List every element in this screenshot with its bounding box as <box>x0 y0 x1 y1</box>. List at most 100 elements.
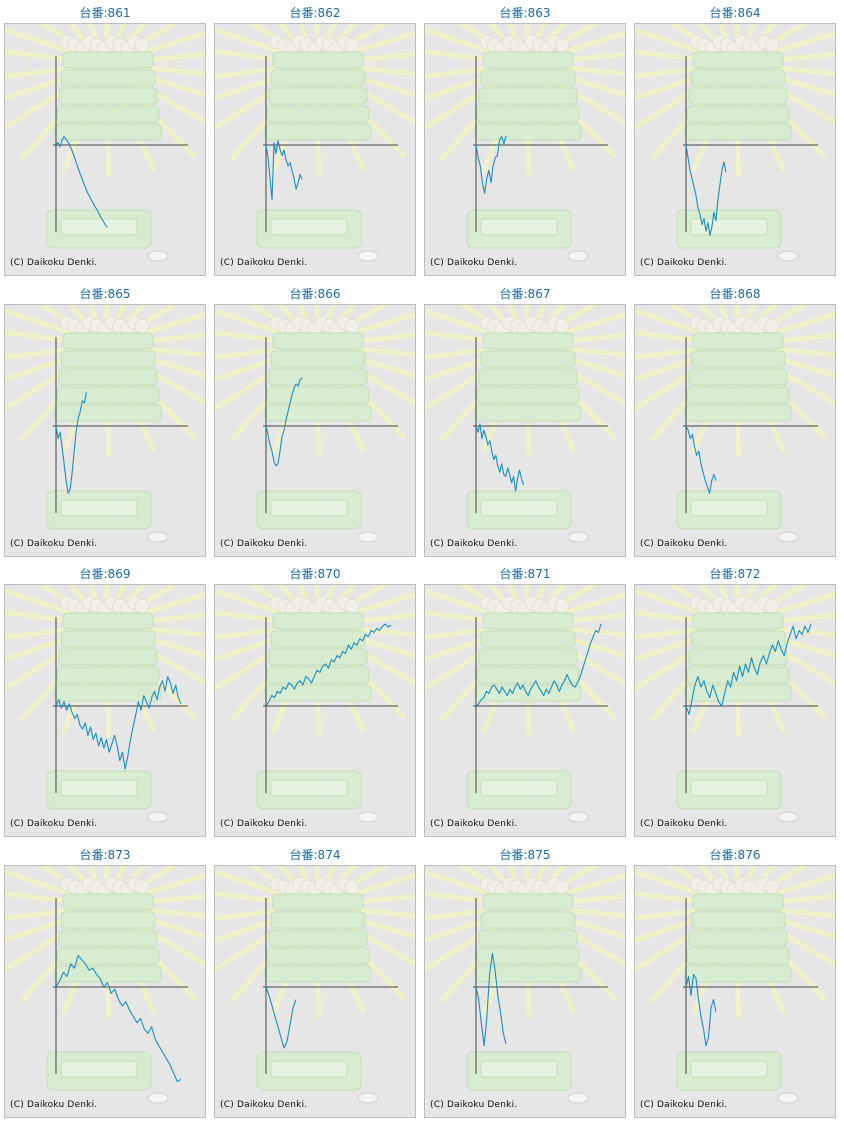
graph-panel: (C) Daikoku Denki. <box>634 304 836 557</box>
background-art <box>635 585 835 823</box>
machine-graph-8: 台番:868 (C) Daikoku Denki. <box>630 281 840 562</box>
graph-panel: (C) Daikoku Denki. <box>424 23 626 276</box>
machine-number-title[interactable]: 台番:869 <box>79 567 131 581</box>
difference-line <box>475 423 525 492</box>
graph-panel: (C) Daikoku Denki. <box>214 304 416 557</box>
difference-line <box>55 954 182 1083</box>
graph-svg <box>5 305 205 543</box>
graph-svg <box>635 24 835 262</box>
graph-panel: (C) Daikoku Denki. <box>424 584 626 837</box>
background-art <box>425 585 625 823</box>
background-art <box>635 24 835 262</box>
graph-panel: (C) Daikoku Denki. <box>634 23 836 276</box>
difference-line <box>265 623 392 707</box>
difference-line <box>685 425 717 494</box>
copyright-text: (C) Daikoku Denki. <box>640 1100 728 1110</box>
graph-svg <box>5 866 205 1104</box>
difference-line <box>685 144 727 236</box>
background-art <box>425 866 625 1104</box>
graph-panel: (C) Daikoku Denki. <box>214 865 416 1118</box>
graph-panel: (C) Daikoku Denki. <box>4 23 206 276</box>
graph-panel: (C) Daikoku Denki. <box>214 584 416 837</box>
machine-graph-2: 台番:862 (C) Daikoku Denki. <box>210 0 420 281</box>
machine-graph-6: 台番:866 (C) Daikoku Denki. <box>210 281 420 562</box>
machine-number-title[interactable]: 台番:873 <box>79 848 131 862</box>
graph-svg <box>215 24 415 262</box>
graph-svg <box>425 585 625 823</box>
graph-svg <box>425 24 625 262</box>
graph-panel: (C) Daikoku Denki. <box>4 304 206 557</box>
graph-svg <box>425 305 625 543</box>
difference-line <box>265 377 303 467</box>
machine-number-title[interactable]: 台番:866 <box>289 287 341 301</box>
machine-graph-1: 台番:861 (C) Daikoku Denki. <box>0 0 210 281</box>
machine-number-title[interactable]: 台番:867 <box>499 287 551 301</box>
graph-panel: (C) Daikoku Denki. <box>4 584 206 837</box>
machine-number-title[interactable]: 台番:868 <box>709 287 761 301</box>
machine-graph-14: 台番:874 (C) Daikoku Denki. <box>210 842 420 1123</box>
copyright-text: (C) Daikoku Denki. <box>430 1100 518 1110</box>
copyright-text: (C) Daikoku Denki. <box>220 258 308 268</box>
graph-panel: (C) Daikoku Denki. <box>424 304 626 557</box>
copyright-text: (C) Daikoku Denki. <box>10 258 98 268</box>
graph-panel: (C) Daikoku Denki. <box>4 865 206 1118</box>
difference-line <box>55 676 182 770</box>
graph-svg <box>215 866 415 1104</box>
machine-graph-10: 台番:870 (C) Daikoku Denki. <box>210 561 420 842</box>
copyright-text: (C) Daikoku Denki. <box>640 258 728 268</box>
machine-number-title[interactable]: 台番:872 <box>709 567 761 581</box>
background-art <box>215 24 415 262</box>
copyright-text: (C) Daikoku Denki. <box>10 1100 98 1110</box>
machine-number-title[interactable]: 台番:861 <box>79 6 131 20</box>
background-art <box>635 866 835 1104</box>
machine-graph-13: 台番:873 (C) Daikoku Denki. <box>0 842 210 1123</box>
copyright-text: (C) Daikoku Denki. <box>640 539 728 549</box>
background-art <box>425 305 625 543</box>
graph-svg <box>215 585 415 823</box>
machine-number-title[interactable]: 台番:876 <box>709 848 761 862</box>
machine-graph-7: 台番:867 (C) Daikoku Denki. <box>420 281 630 562</box>
graph-svg <box>425 866 625 1104</box>
copyright-text: (C) Daikoku Denki. <box>10 539 98 549</box>
machine-graph-3: 台番:863 (C) Daikoku Denki. <box>420 0 630 281</box>
graph-svg <box>5 24 205 262</box>
copyright-text: (C) Daikoku Denki. <box>430 258 518 268</box>
difference-line <box>475 952 507 1047</box>
machine-graph-5: 台番:865 (C) Daikoku Denki. <box>0 281 210 562</box>
difference-line <box>55 392 87 494</box>
graph-svg <box>635 866 835 1104</box>
copyright-text: (C) Daikoku Denki. <box>220 819 308 829</box>
copyright-text: (C) Daikoku Denki. <box>220 1100 308 1110</box>
background-art <box>5 305 205 543</box>
machine-graph-11: 台番:871 (C) Daikoku Denki. <box>420 561 630 842</box>
graph-panel: (C) Daikoku Denki. <box>634 865 836 1118</box>
machine-number-title[interactable]: 台番:864 <box>709 6 761 20</box>
background-art <box>425 24 625 262</box>
background-art <box>215 305 415 543</box>
graph-svg <box>215 305 415 543</box>
machine-number-title[interactable]: 台番:865 <box>79 287 131 301</box>
machine-graph-4: 台番:864 (C) Daikoku Denki. <box>630 0 840 281</box>
background-art <box>635 305 835 543</box>
difference-line <box>55 136 108 228</box>
machine-number-title[interactable]: 台番:874 <box>289 848 341 862</box>
machine-number-title[interactable]: 台番:863 <box>499 6 551 20</box>
machine-graph-16: 台番:876 (C) Daikoku Denki. <box>630 842 840 1123</box>
graph-svg <box>635 585 835 823</box>
graph-svg <box>635 305 835 543</box>
difference-line <box>265 986 297 1049</box>
copyright-text: (C) Daikoku Denki. <box>640 819 728 829</box>
machine-number-title[interactable]: 台番:871 <box>499 567 551 581</box>
machine-number-title[interactable]: 台番:862 <box>289 6 341 20</box>
graph-panel: (C) Daikoku Denki. <box>424 865 626 1118</box>
background-art <box>215 585 415 823</box>
copyright-text: (C) Daikoku Denki. <box>430 819 518 829</box>
copyright-text: (C) Daikoku Denki. <box>220 539 308 549</box>
machine-number-title[interactable]: 台番:870 <box>289 567 341 581</box>
copyright-text: (C) Daikoku Denki. <box>430 539 518 549</box>
graph-svg <box>5 585 205 823</box>
difference-line <box>265 140 303 201</box>
machine-number-title[interactable]: 台番:875 <box>499 848 551 862</box>
graph-panel: (C) Daikoku Denki. <box>634 584 836 837</box>
